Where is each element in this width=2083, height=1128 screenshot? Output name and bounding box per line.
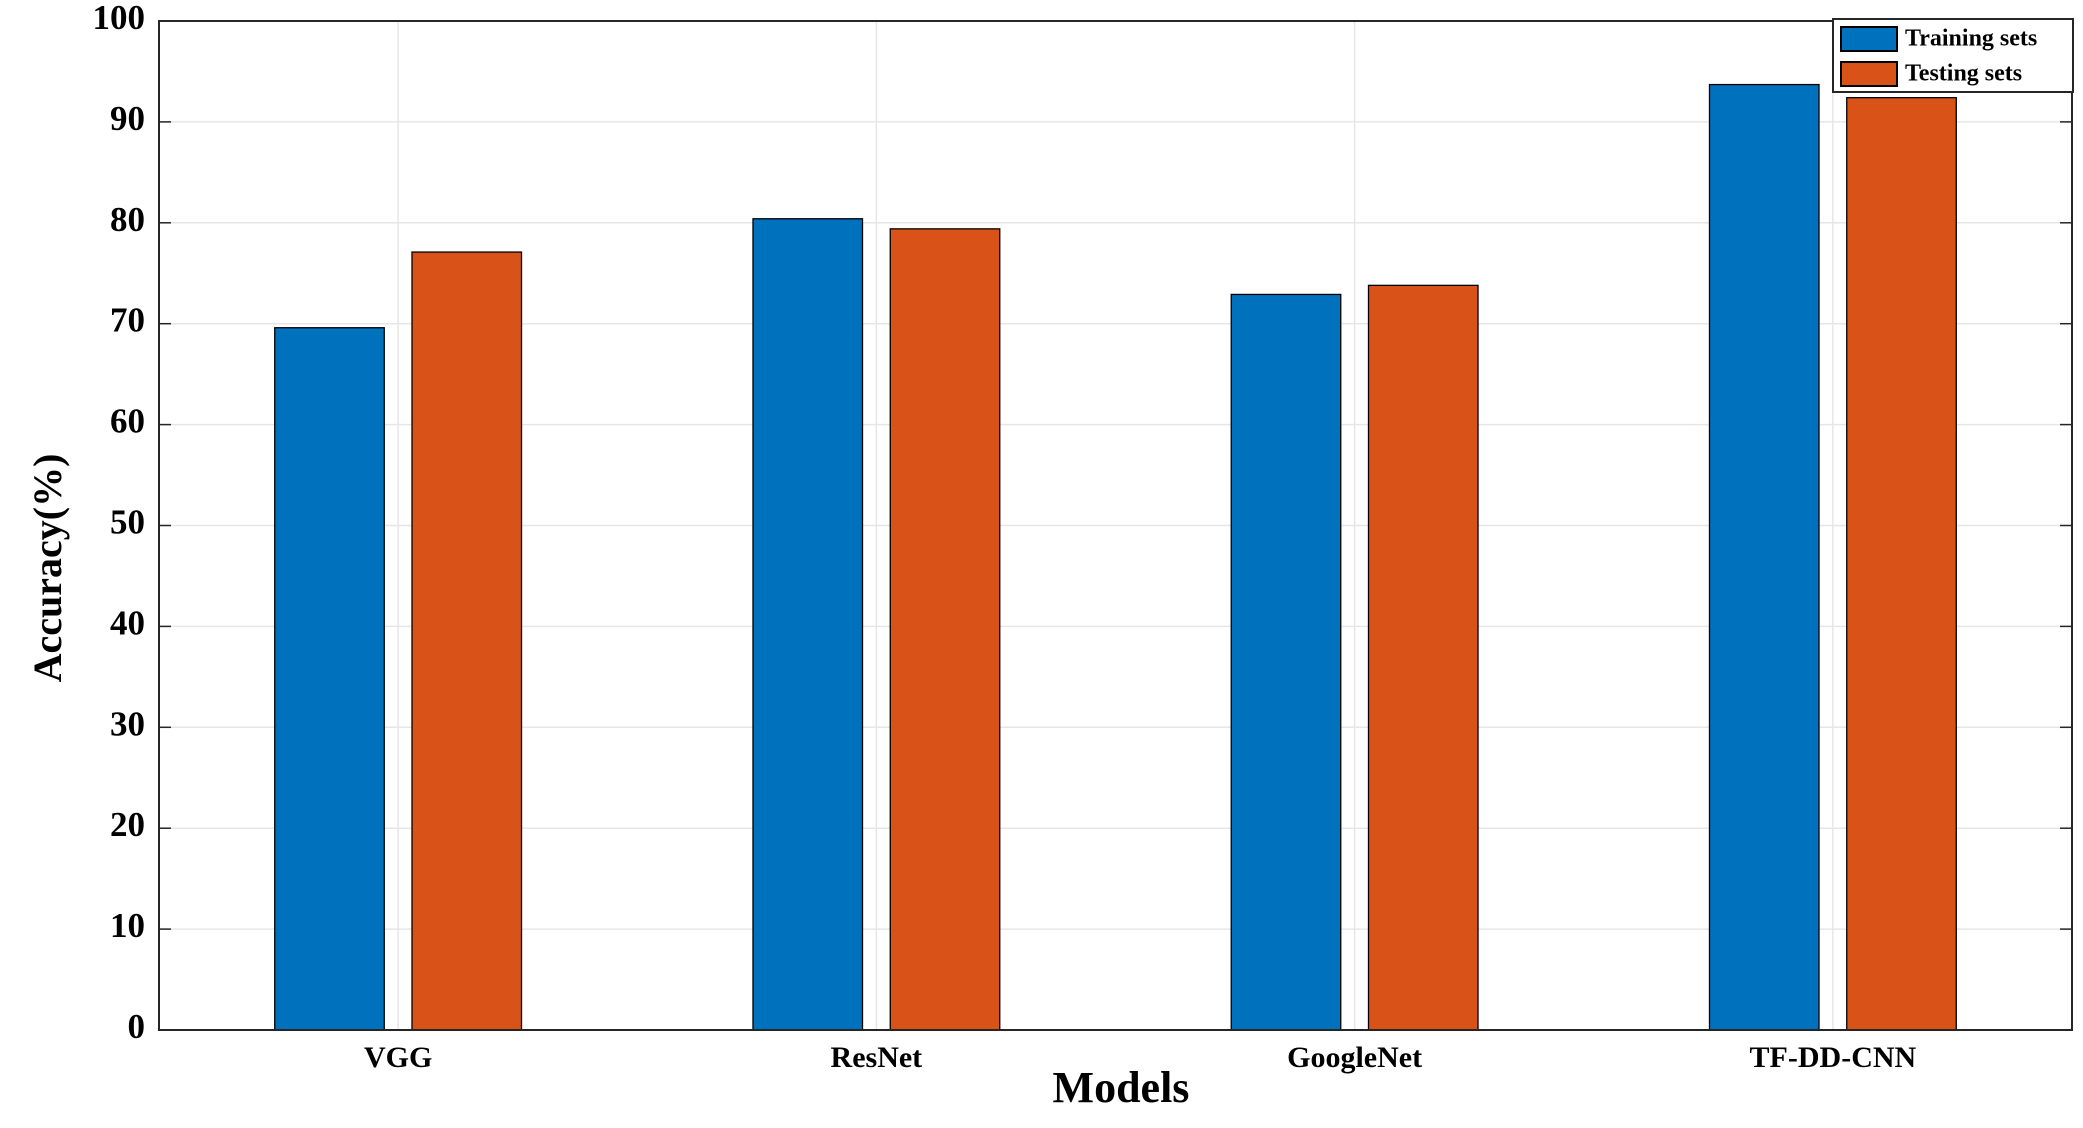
plot-frame [158,20,2073,1031]
bar [1367,284,1479,1031]
y-axis-label: Accuracy(%) [25,454,70,683]
y-tick-label: 10 [110,906,145,945]
legend-label: Training sets [1905,26,2037,52]
legend-swatch [1840,26,1898,52]
x-tick-label: TF-DD-CNN [1750,1041,1917,1074]
y-tick-label: 70 [110,301,145,340]
bar [274,327,385,1031]
x-tick-label: ResNet [831,1041,923,1074]
legend-label: Testing sets [1905,61,2022,87]
y-tick-label: 80 [110,200,145,239]
y-tick-label: 100 [93,0,146,37]
y-tick-label: 90 [110,99,145,138]
bar [889,228,1001,1031]
y-tick-label: 20 [110,805,145,844]
bar [752,218,864,1031]
bar [1708,83,1820,1031]
bar [411,251,523,1031]
y-tick-label: 60 [110,402,145,441]
legend-swatch [1840,61,1898,87]
x-axis-label: Models [1053,1063,1190,1112]
y-tick-label: 30 [110,704,145,743]
x-tick-label: GoogleNet [1287,1041,1422,1074]
bar [1230,293,1342,1031]
y-tick-label: 50 [110,503,145,542]
y-tick-label: 40 [110,603,145,642]
bar [1846,97,1957,1031]
y-tick-label: 0 [128,1007,146,1046]
x-tick-label: VGG [364,1041,432,1074]
